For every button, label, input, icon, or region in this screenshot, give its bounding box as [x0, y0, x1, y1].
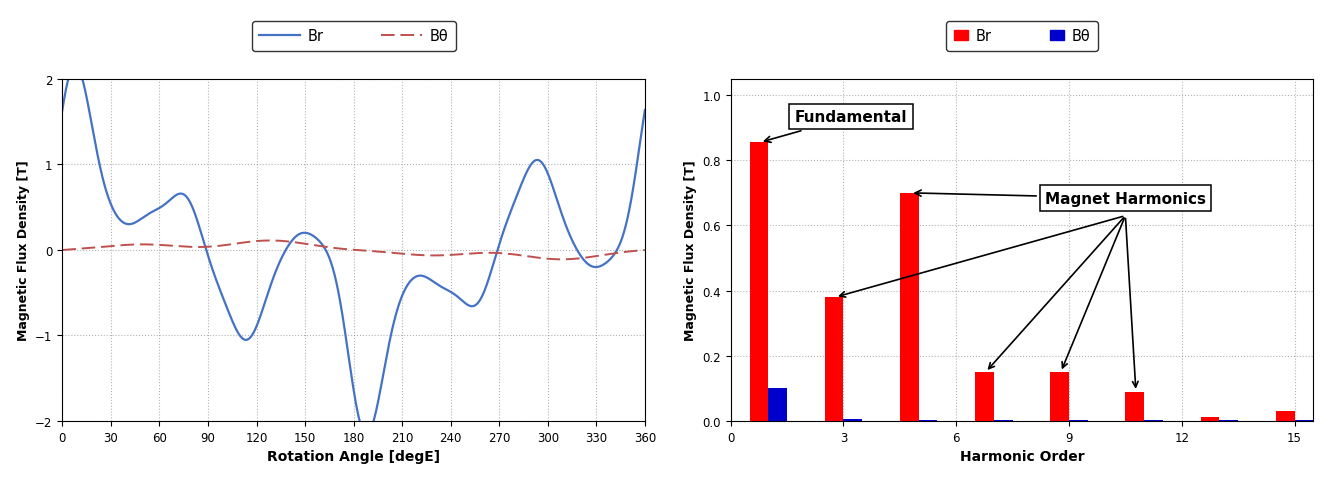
Bar	[825, 298, 843, 421]
Br	[637, 108, 653, 114]
X-axis label: Rotation Angle [degE]: Rotation Angle [degE]	[267, 449, 440, 463]
Bar	[843, 420, 862, 421]
Text: Fundamental: Fundamental	[765, 110, 907, 143]
Bar	[900, 193, 919, 421]
Y-axis label: Magnetic Flux Density [T]: Magnetic Flux Density [T]	[17, 160, 29, 341]
Bθ	[621, 249, 637, 255]
Br	[620, 212, 636, 218]
Br	[84, 125, 100, 131]
Br	[55, 108, 70, 114]
Bar	[769, 389, 787, 421]
Bθ	[84, 245, 100, 251]
Bar	[1144, 420, 1162, 421]
Legend: Br, Bθ: Br, Bθ	[947, 22, 1097, 51]
Bθ	[55, 248, 70, 253]
Bθ	[620, 249, 636, 255]
Br	[621, 211, 637, 216]
Br	[66, 63, 82, 69]
X-axis label: Harmonic Order: Harmonic Order	[960, 449, 1084, 463]
Bθ	[553, 257, 569, 263]
Bar	[1294, 420, 1313, 421]
Bθ	[637, 248, 653, 253]
Legend: Br, Bθ: Br, Bθ	[251, 22, 455, 51]
Bar	[975, 372, 994, 421]
Bar	[1125, 392, 1144, 421]
Text: Magnet Harmonics: Magnet Harmonics	[915, 191, 1206, 206]
Br	[359, 432, 375, 437]
Bθ	[338, 247, 354, 252]
Bar	[1275, 411, 1294, 421]
Bθ	[513, 253, 529, 259]
Bar	[994, 420, 1012, 421]
Bar	[1069, 420, 1088, 421]
Bar	[750, 143, 769, 421]
Line: Br: Br	[63, 66, 645, 434]
Line: Bθ: Bθ	[63, 241, 645, 260]
Br	[338, 335, 354, 341]
Bar	[1220, 420, 1238, 421]
Bar	[1051, 372, 1069, 421]
Bar	[919, 420, 938, 421]
Y-axis label: Magnetic Flux Density [T]: Magnetic Flux Density [T]	[684, 160, 697, 341]
Bar	[1201, 417, 1220, 421]
Bθ	[322, 245, 338, 251]
Bθ	[262, 238, 278, 244]
Br	[322, 258, 338, 264]
Br	[513, 181, 529, 187]
